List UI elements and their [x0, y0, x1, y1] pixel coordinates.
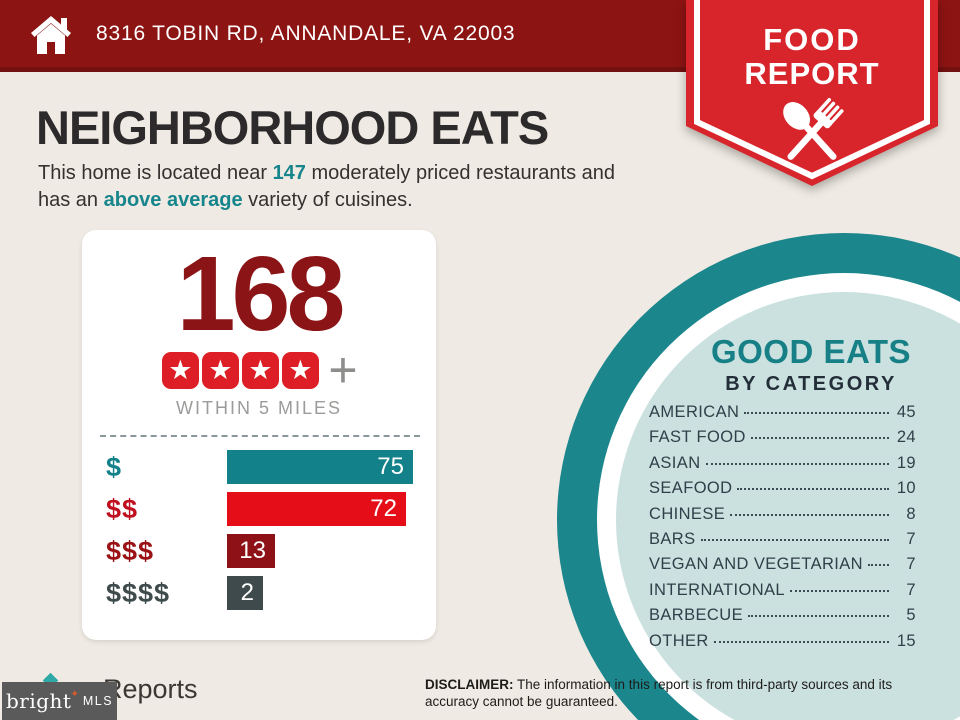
price-tier-row: $$$ 13 — [106, 534, 436, 568]
reports-logo-text: Reports — [103, 674, 198, 704]
restaurant-summary-card: 168 ★ ★ ★ ★ + WITHIN 5 MILES $75 $$ 72 $$$ 13 $$$… — [82, 230, 436, 640]
badge-title-line2: REPORT — [744, 56, 879, 91]
category-value: 19 — [896, 453, 916, 472]
category-label: AMERICAN — [649, 403, 740, 421]
leader-dots — [705, 462, 889, 465]
price-tier-label: $ — [106, 451, 123, 482]
brand-name: bright — [5, 689, 72, 713]
leader-dots — [744, 412, 889, 414]
star-icon: ★ — [241, 351, 279, 389]
category-list: AMERICAN 45 FAST FOOD 24 ASIAN 19 SEAFOOD 10 CHI… — [649, 403, 916, 657]
category-label: BARS — [649, 529, 696, 548]
radius-label: WITHIN 5 MILES — [175, 398, 342, 418]
restaurant-count: 147 — [272, 162, 306, 184]
category-row: ASIAN 19 — [649, 454, 916, 479]
price-tier-row: $$$$ 2 — [106, 576, 436, 610]
category-row: VEGAN AND VEGETARIAN 7 — [649, 555, 916, 580]
category-label: INTERNATIONAL — [649, 580, 785, 599]
disclaimer: DISCLAIMER: The information in this repo… — [425, 676, 945, 710]
category-value: 45 — [896, 403, 916, 421]
page-title: NEIGHBORHOOD EATS — [36, 101, 549, 154]
category-label: CHINESE — [649, 504, 726, 523]
variety-highlight: above average — [103, 189, 243, 211]
card-divider — [100, 435, 420, 437]
leader-dots — [868, 564, 889, 567]
leader-dots — [700, 538, 889, 541]
category-row: SEAFOOD 10 — [649, 479, 916, 504]
leader-dots — [750, 437, 889, 440]
category-value: 10 — [896, 479, 916, 498]
star-icon: ★ — [161, 351, 199, 389]
good-eats-title: GOOD EATS — [710, 333, 912, 370]
intro-line1-suffix: moderately priced restaurants and — [305, 162, 615, 184]
category-value: 7 — [906, 529, 916, 548]
category-value: 24 — [896, 428, 916, 447]
category-label: OTHER — [649, 631, 709, 650]
price-tier-bar: 72 — [227, 492, 406, 526]
price-tier-bar: 2 — [227, 576, 263, 610]
category-row: BARS 7 — [649, 530, 916, 555]
category-label: BARBECUE — [649, 606, 743, 625]
category-value: 7 — [906, 580, 916, 599]
price-tier-bar-chart: $75 $$ 72 $$$ 13 $$$$ 2 — [82, 450, 436, 610]
price-tier-label: $$$$ — [106, 577, 171, 608]
category-value: 5 — [906, 606, 916, 625]
intro-text: This home is located near 147 moderately… — [38, 160, 718, 214]
price-tier-row: $$ 72 — [106, 492, 436, 526]
disclaimer-label: DISCLAIMER: — [425, 677, 514, 692]
leader-dots — [747, 615, 889, 618]
price-tier-label: $$ — [106, 493, 139, 524]
intro-line2-prefix: has an — [38, 189, 104, 211]
brand-sparkle-icon: ✦ — [70, 688, 79, 700]
badge-shape — [686, 0, 938, 186]
category-row: FAST FOOD 24 — [649, 428, 916, 453]
star-rating: ★ ★ ★ ★ + — [82, 342, 436, 398]
brand-suffix: MLS — [82, 694, 114, 708]
leader-dots — [713, 640, 889, 643]
category-value: 7 — [906, 555, 916, 574]
price-tier-row: $75 — [106, 450, 436, 484]
category-label: ASIAN — [649, 453, 701, 472]
good-eats-subtitle: BY CATEGORY — [725, 373, 897, 395]
intro-line1-prefix: This home is located near — [38, 162, 273, 184]
category-label: VEGAN AND VEGETARIAN — [649, 555, 863, 574]
badge-inner-border — [694, 0, 930, 180]
category-value: 15 — [896, 631, 916, 650]
intro-line2-suffix: variety of cuisines. — [242, 189, 413, 211]
plus-icon: + — [328, 342, 358, 398]
leader-dots — [790, 589, 889, 592]
brightmls-watermark: bright ✦ MLS — [2, 682, 117, 720]
address-text: 8316 TOBIN RD, ANNANDALE, VA 22003 — [96, 21, 516, 45]
badge-title-line1: FOOD — [763, 22, 861, 57]
food-report-badge: FOOD REPORT — [686, 0, 938, 186]
home-icon — [31, 16, 71, 54]
category-row: BARBECUE 5 — [649, 606, 916, 631]
category-label: SEAFOOD — [649, 479, 733, 498]
good-eats-heading: GOOD EATS BY CATEGORY — [616, 333, 960, 396]
star-icon: ★ — [201, 351, 239, 389]
category-label: FAST FOOD — [649, 428, 746, 447]
price-tier-bar: 13 — [227, 534, 275, 568]
total-restaurant-count: 168 — [176, 235, 346, 353]
category-row: CHINESE 8 — [649, 505, 916, 530]
category-row: OTHER 15 — [649, 632, 916, 657]
spoon-fork-icon — [783, 98, 844, 160]
star-icon: ★ — [281, 351, 319, 389]
leader-dots — [730, 513, 889, 516]
category-row: AMERICAN 45 — [649, 403, 916, 428]
leader-dots — [737, 488, 889, 491]
category-row: INTERNATIONAL 7 — [649, 581, 916, 606]
category-value: 8 — [906, 504, 916, 523]
disclaimer-text: The information in this report is from t… — [425, 677, 893, 709]
price-tier-label: $$$ — [106, 535, 155, 566]
price-tier-bar: 75 — [227, 450, 413, 484]
